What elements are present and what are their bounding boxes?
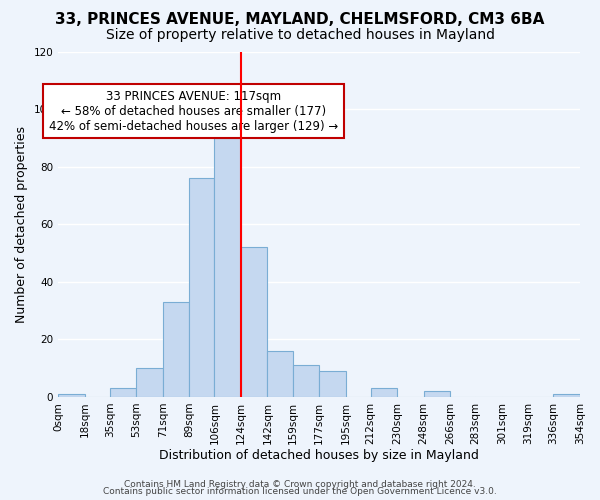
Text: 33, PRINCES AVENUE, MAYLAND, CHELMSFORD, CM3 6BA: 33, PRINCES AVENUE, MAYLAND, CHELMSFORD,… — [55, 12, 545, 28]
Bar — [163, 302, 190, 397]
Bar — [214, 138, 241, 397]
Bar — [190, 178, 214, 397]
Text: 33 PRINCES AVENUE: 117sqm
← 58% of detached houses are smaller (177)
42% of semi: 33 PRINCES AVENUE: 117sqm ← 58% of detac… — [49, 90, 338, 132]
Text: Contains public sector information licensed under the Open Government Licence v3: Contains public sector information licen… — [103, 487, 497, 496]
Text: Size of property relative to detached houses in Mayland: Size of property relative to detached ho… — [106, 28, 494, 42]
Bar — [136, 368, 163, 397]
Bar — [293, 366, 319, 397]
Bar — [241, 248, 268, 397]
Bar — [110, 388, 136, 397]
Bar — [424, 391, 450, 397]
Y-axis label: Number of detached properties: Number of detached properties — [15, 126, 28, 322]
X-axis label: Distribution of detached houses by size in Mayland: Distribution of detached houses by size … — [159, 450, 479, 462]
Bar — [268, 351, 293, 397]
Bar — [371, 388, 397, 397]
Text: Contains HM Land Registry data © Crown copyright and database right 2024.: Contains HM Land Registry data © Crown c… — [124, 480, 476, 489]
Bar — [58, 394, 85, 397]
Bar — [553, 394, 580, 397]
Bar — [319, 371, 346, 397]
